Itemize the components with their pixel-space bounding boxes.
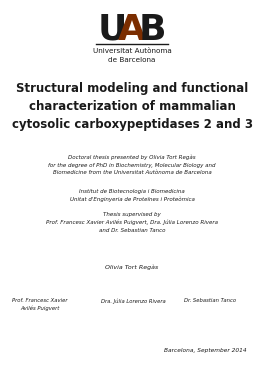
Text: U: U [97,13,127,47]
Text: Dr. Sebastian Tanco: Dr. Sebastian Tanco [184,298,236,303]
Text: Dra. Júlia Lorenzo Rivera: Dra. Júlia Lorenzo Rivera [101,298,165,304]
Text: A: A [118,13,146,47]
Text: Olivia Tort Regàs: Olivia Tort Regàs [105,265,159,270]
Text: B: B [138,13,166,47]
Text: Universitat Autònoma
de Barcelona: Universitat Autònoma de Barcelona [93,48,171,63]
Text: Prof. Francesc Xavier
Avilés Puigvert: Prof. Francesc Xavier Avilés Puigvert [12,298,68,311]
Text: Thesis supervised by
Prof. Francesc Xavier Avilés Puigvert, Dra. Júlia Lorenzo R: Thesis supervised by Prof. Francesc Xavi… [46,212,218,233]
Text: Structural modeling and functional
characterization of mammalian
cytosolic carbo: Structural modeling and functional chara… [12,82,252,131]
Text: Doctoral thesis presented by Olivia Tort Regàs
for the degree of PhD in Biochemi: Doctoral thesis presented by Olivia Tort… [48,155,216,175]
Text: Institut de Biotecnologia i Biomedicina
Unitat d'Enginyeria de Proteïnes i Prote: Institut de Biotecnologia i Biomedicina … [69,189,195,202]
Text: Barcelona, September 2014: Barcelona, September 2014 [164,348,246,353]
